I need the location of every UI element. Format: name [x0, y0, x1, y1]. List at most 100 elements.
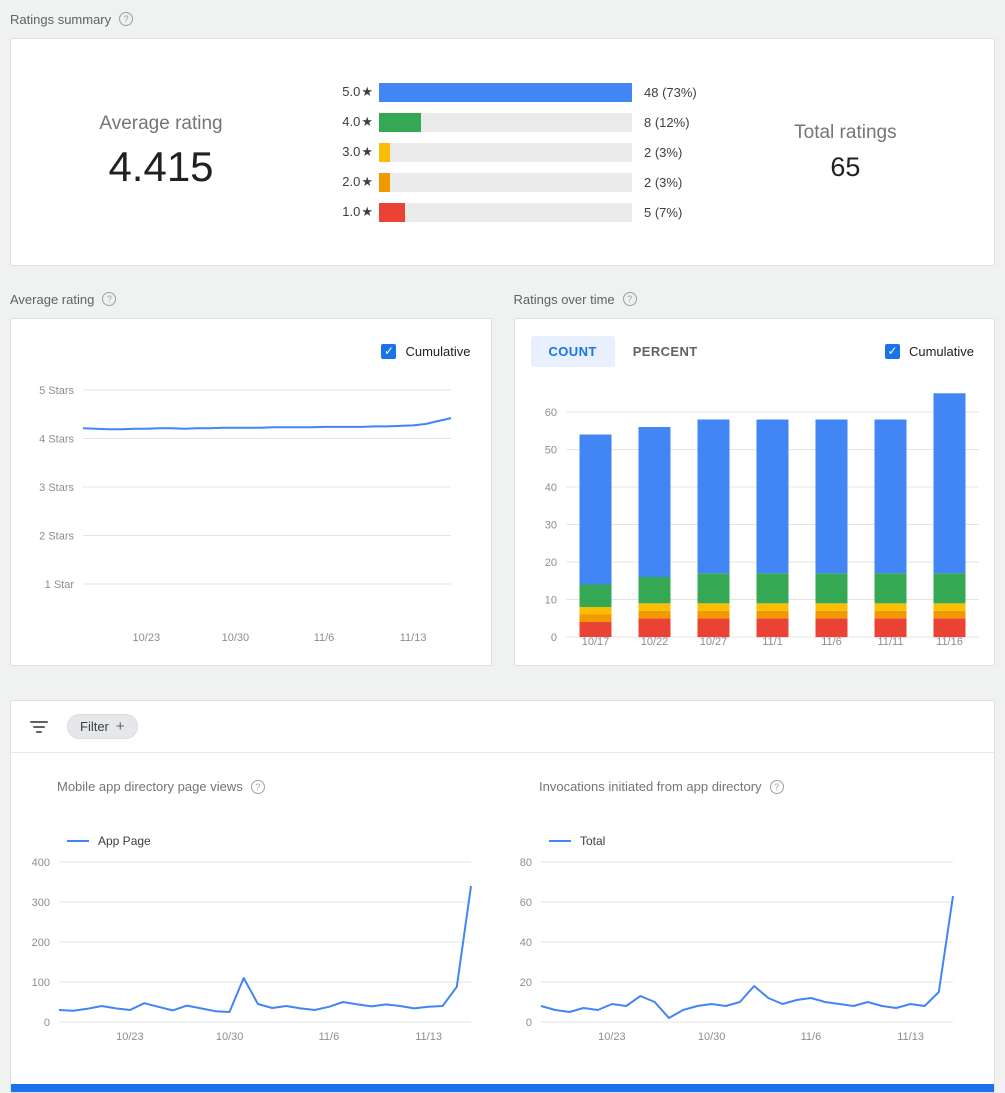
cumulative-checkbox[interactable]: ✓ [381, 343, 397, 359]
rating-bar-track [379, 142, 632, 162]
rating-bar-fill [379, 142, 390, 162]
rating-bar-row: 3.0★ 2 (3%) [331, 142, 697, 162]
bar-segment [697, 419, 729, 574]
x-tick-label: 10/30 [222, 632, 250, 644]
ratings-summary-card: Average rating 4.415 5.0★ 48 (73%) 4.0★ 8 (… [10, 38, 995, 266]
x-tick-label: 10/30 [216, 1031, 244, 1043]
total-ratings-value: 65 [830, 151, 861, 182]
count-percent-tabs: COUNT PERCENT [530, 335, 716, 367]
bar-segment [638, 610, 670, 619]
tab-count[interactable]: COUNT [530, 335, 615, 367]
rating-bar-value: 48 (73%) [644, 84, 697, 100]
ratings-over-time-toolbar: COUNT PERCENT ✓ Cumulative [515, 319, 995, 367]
bar-segment [579, 614, 611, 622]
bar-segment [815, 573, 847, 604]
bar-segment [756, 610, 788, 619]
ratings-over-time-chart: 0 10 20 30 40 50 60 10/17 10/22 10/27 11/1 11/6 11/1… [544, 393, 979, 648]
rating-bar-value: 8 (12%) [644, 114, 690, 130]
rating-bar-row: 2.0★ 2 (3%) [331, 172, 697, 192]
rating-bar-fill [379, 112, 421, 132]
bar-segment [579, 584, 611, 607]
bar-segment [579, 434, 611, 585]
help-icon[interactable]: ? [102, 292, 117, 306]
y-tick-label: 1 Star [45, 579, 75, 591]
x-tick-label: 11/1 [762, 636, 783, 648]
cumulative-toggle[interactable]: ✓ Cumulative [381, 343, 471, 359]
bar-segment [697, 610, 729, 619]
help-icon[interactable]: ? [622, 292, 637, 306]
rating-bar-track [379, 172, 632, 192]
help-icon[interactable]: ? [769, 779, 784, 794]
bar-segment [756, 573, 788, 604]
filter-list-icon[interactable] [29, 720, 49, 733]
average-rating-column: Average rating ? ✓ Cumulative 5 Stars 4 S… [10, 288, 492, 666]
x-tick-label: 10/27 [699, 636, 727, 648]
average-rating-block: Average rating 4.415 [11, 113, 311, 191]
y-tick-label: 2 Stars [39, 531, 74, 543]
y-tick-label: 100 [32, 977, 50, 989]
series-line [58, 885, 472, 1013]
x-tick-label: 11/6 [319, 1031, 340, 1043]
rating-bar-label: 1.0★ [342, 204, 373, 219]
rating-bar-label: 3.0★ [342, 144, 373, 159]
x-tick-label: 11/6 [314, 632, 335, 644]
x-tick-label: 11/13 [415, 1031, 442, 1043]
bar-segment [579, 607, 611, 615]
help-icon[interactable]: ? [250, 779, 265, 794]
x-tick-label: 11/13 [897, 1031, 924, 1043]
page-views-block: Mobile app directory page views ? App Pa… [23, 753, 503, 1052]
ratings-summary-title: Ratings summary [10, 11, 112, 27]
bar-segment [756, 419, 788, 574]
bar-segment [697, 573, 729, 604]
y-tick-label: 80 [520, 857, 532, 869]
y-tick-label: 10 [544, 595, 556, 607]
filter-chip[interactable]: Filter + [67, 714, 138, 739]
rating-distribution: 5.0★ 48 (73%) 4.0★ 8 (12%) 3.0★ 2 (3%) 2.0★ 2 (… [331, 82, 697, 222]
x-tick-label: 11/6 [801, 1031, 822, 1043]
invocations-chart: 0 20 40 60 80 10/23 10/30 11/6 11/13 [520, 857, 954, 1043]
y-tick-label: 60 [544, 407, 556, 419]
bar-segment [756, 603, 788, 611]
bar-segment [815, 603, 847, 611]
rating-bar-track [379, 202, 632, 222]
filter-row: Filter + [11, 701, 994, 753]
directory-charts-row: Mobile app directory page views ? App Pa… [11, 753, 994, 1052]
rating-bar-fill [379, 172, 390, 192]
x-tick-label: 11/13 [400, 632, 427, 644]
bar-segment [933, 603, 965, 611]
y-tick-label: 50 [544, 445, 556, 457]
help-icon[interactable]: ? [119, 12, 134, 26]
rating-bar-row: 4.0★ 8 (12%) [331, 112, 697, 132]
bar-segment [874, 419, 906, 574]
rating-bar-track [379, 82, 632, 102]
bar-segment [874, 618, 906, 638]
x-tick-label: 11/6 [821, 636, 842, 648]
y-tick-label: 0 [44, 1017, 50, 1029]
rating-bar-value: 2 (3%) [644, 174, 683, 190]
bar-segment [933, 610, 965, 619]
y-tick-label: 300 [32, 897, 50, 909]
average-rating-header: Average rating ? [10, 288, 492, 310]
tab-percent[interactable]: PERCENT [632, 343, 698, 359]
page-views-legend: App Page [67, 834, 503, 848]
star-icon: ★ [361, 204, 373, 219]
rating-bar-label: 2.0★ [342, 174, 373, 189]
bar-segment [933, 573, 965, 604]
y-tick-label: 3 Stars [39, 482, 74, 494]
bar-segment [874, 610, 906, 619]
ratings-summary-header: Ratings summary ? [10, 8, 995, 30]
cumulative-toggle[interactable]: ✓ Cumulative [884, 343, 974, 359]
total-ratings-label: Total ratings [794, 121, 897, 143]
star-icon: ★ [361, 144, 373, 159]
average-rating-card-toolbar: ✓ Cumulative [11, 319, 491, 367]
bar-segment [697, 603, 729, 611]
page-views-title: Mobile app directory page views [57, 779, 243, 794]
rating-bar-fill [379, 82, 632, 102]
bar-segment [697, 618, 729, 638]
rating-bar-label: 4.0★ [342, 114, 373, 129]
ratings-over-time-column: Ratings over time ? COUNT PERCENT ✓ Cumu… [513, 288, 995, 666]
cumulative-label: Cumulative [908, 343, 974, 359]
y-tick-label: 40 [520, 937, 532, 949]
cumulative-checkbox[interactable]: ✓ [884, 343, 900, 359]
